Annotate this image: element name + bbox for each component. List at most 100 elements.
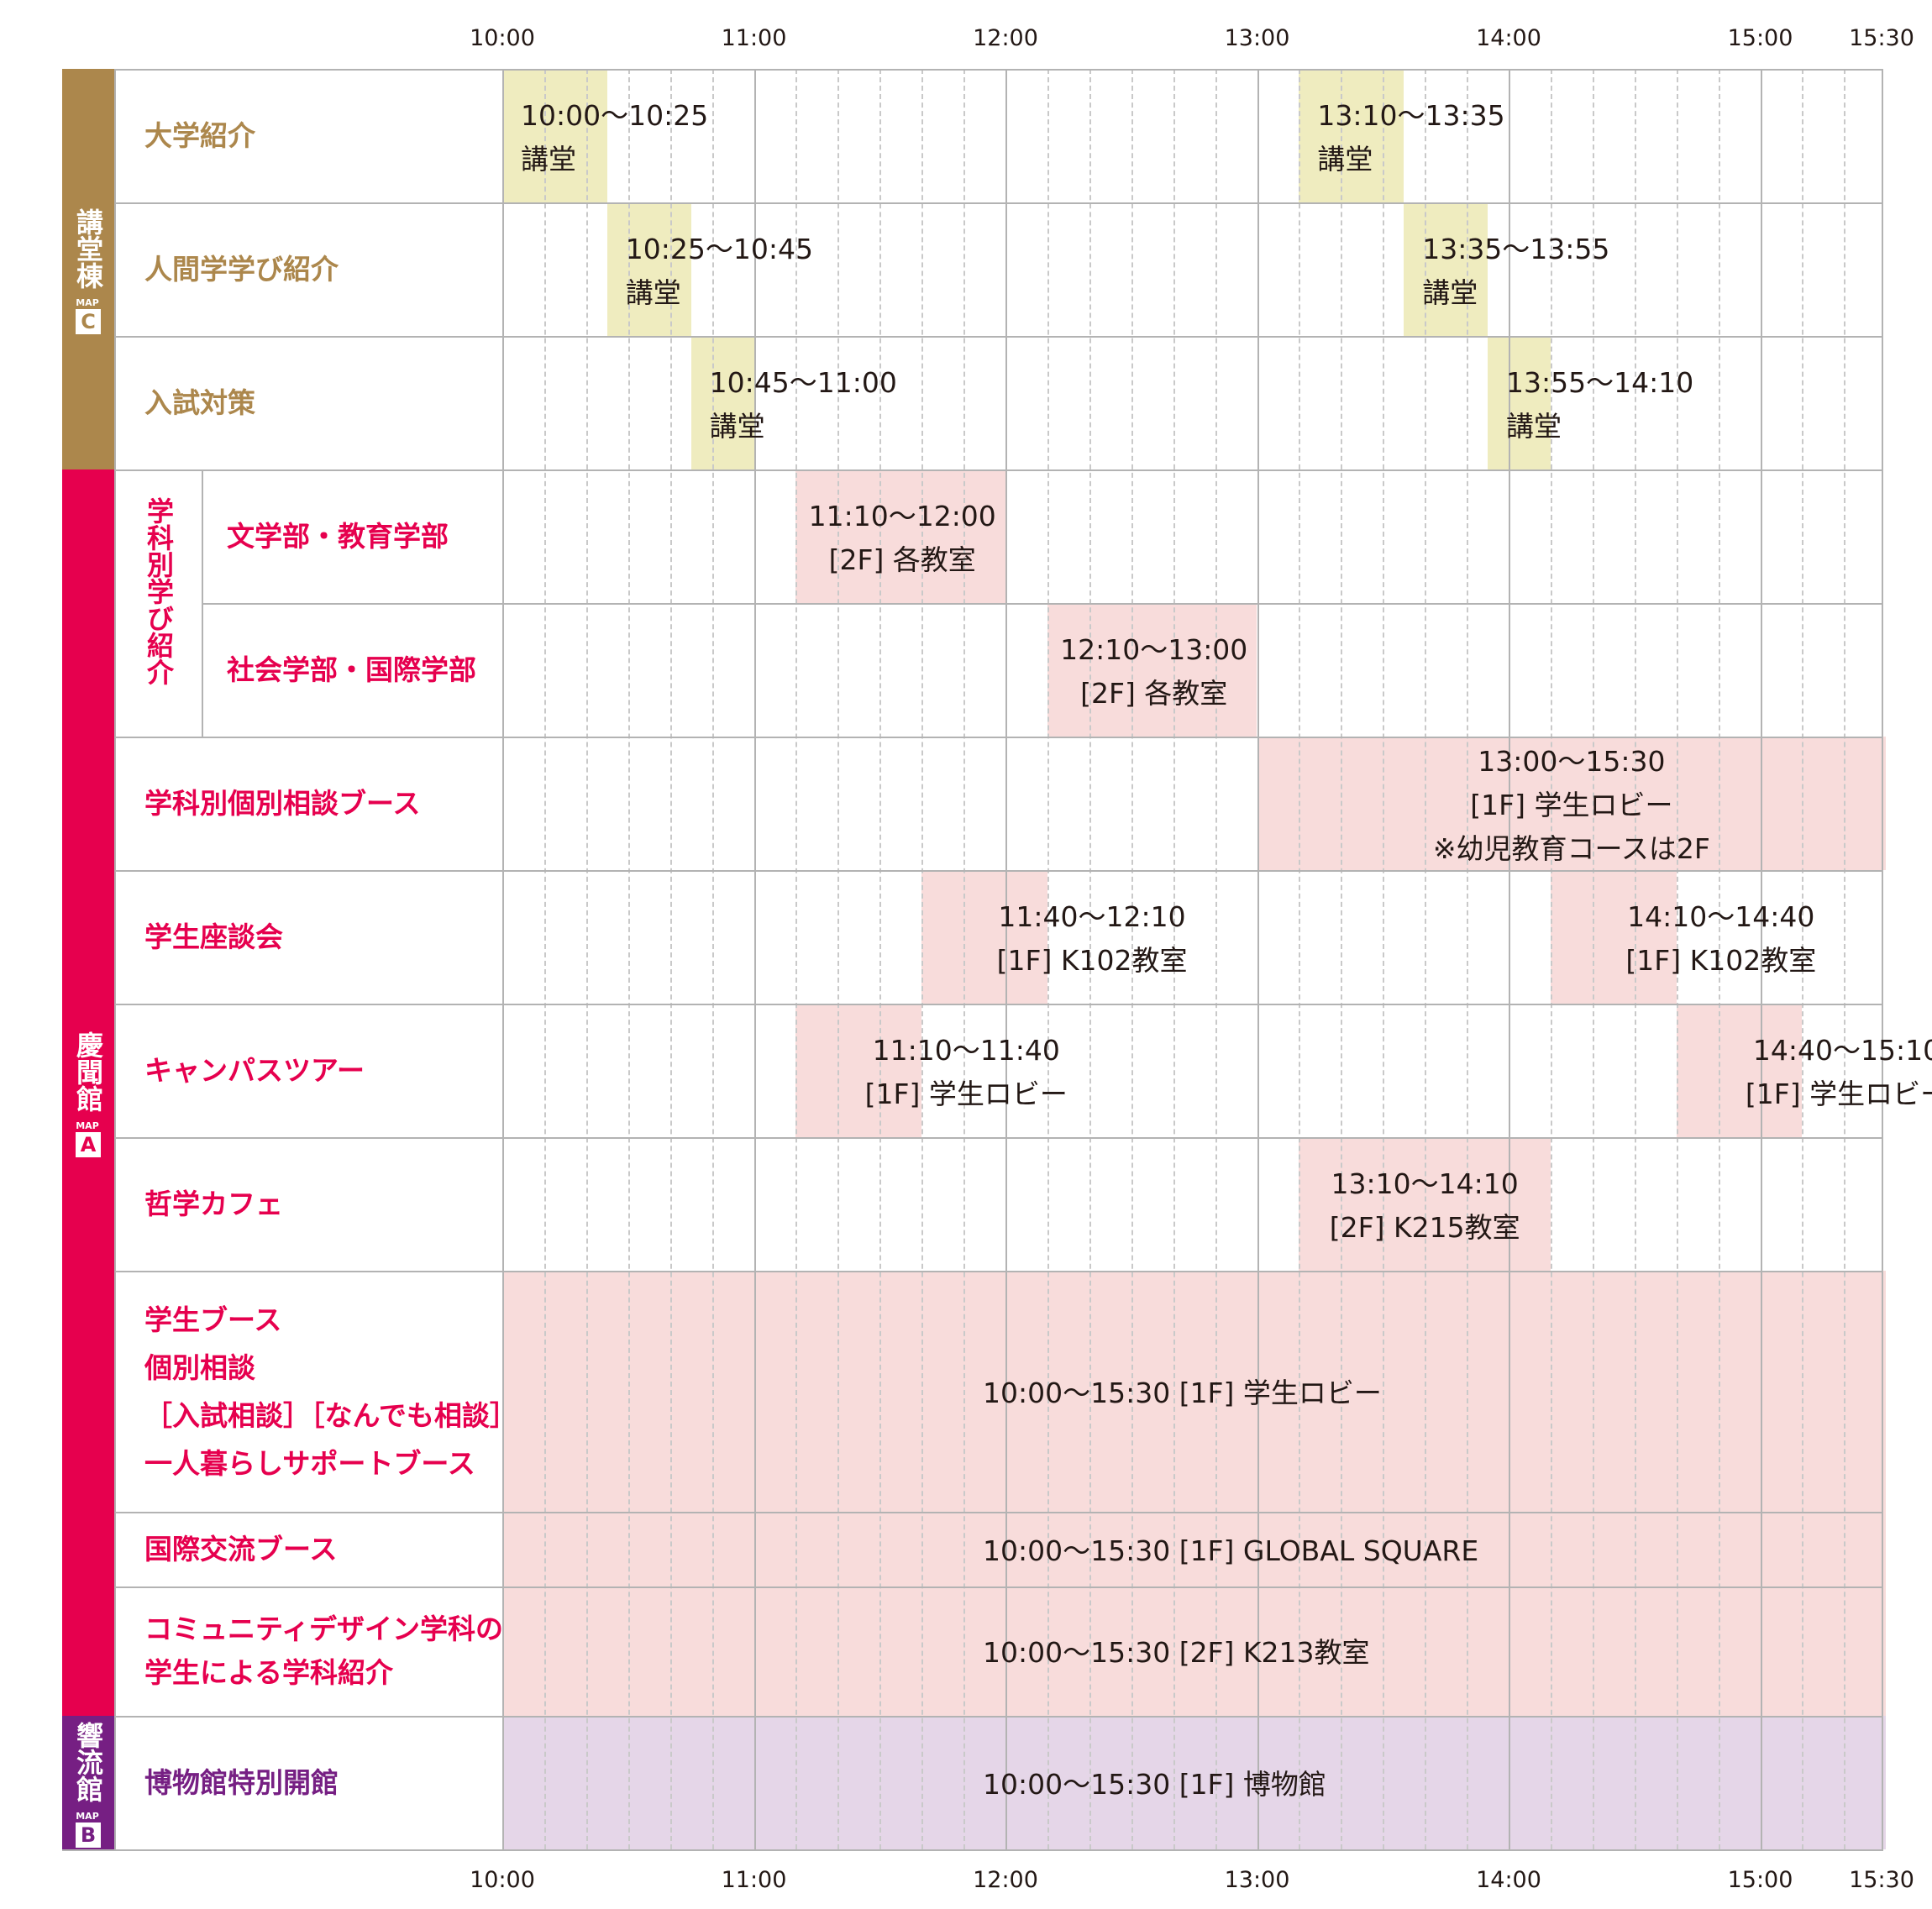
event-block[interactable] — [1550, 870, 1677, 1004]
event-text-line: 講堂 — [709, 409, 765, 443]
event-block[interactable] — [502, 1271, 1887, 1512]
event-text: 11:10〜11:40 [1F] 学生ロビー — [865, 1029, 1068, 1116]
event-text-line: 講堂 — [1317, 142, 1373, 176]
row-label: 社会学部・国際学部 — [227, 648, 476, 692]
row-label-line: 学生座談会 — [144, 920, 283, 953]
row-divider — [202, 603, 1883, 605]
row-divider — [62, 469, 1883, 471]
grid-line — [795, 69, 798, 1849]
event-block[interactable] — [606, 202, 691, 336]
event-text-line: 13:10〜13:35 — [1317, 98, 1505, 132]
row-label: 入試対策 — [144, 381, 255, 425]
event-text-line: [1F] 学生ロビー — [1745, 1077, 1932, 1110]
grid-line — [1383, 69, 1385, 1849]
row-label: 大学紹介 — [144, 114, 255, 158]
map-label: MAP — [76, 1810, 99, 1822]
event-block[interactable] — [1299, 69, 1404, 202]
grid-line — [879, 69, 882, 1849]
grid-line — [1592, 69, 1594, 1849]
event-text-line: 11:10〜11:40 — [872, 1033, 1060, 1067]
map-label: MAP — [76, 296, 99, 308]
building-bar: 響流館 MAP B — [62, 1716, 114, 1849]
row-label-line: 大学紹介 — [144, 118, 255, 152]
row-divider — [62, 202, 1883, 204]
row-label-line: 社会学部・国際学部 — [227, 653, 476, 686]
row-label-line: 国際交流ブース — [144, 1532, 338, 1565]
event-block[interactable] — [502, 1586, 1887, 1716]
row-label-line: コミュニティデザイン学科の — [144, 1613, 504, 1645]
event-block[interactable] — [690, 336, 754, 469]
building-bar: 慶聞館 MAP A — [62, 469, 114, 1716]
event-text-line: [2F] 各教室 — [1080, 676, 1228, 710]
event-block[interactable] — [1676, 1004, 1803, 1137]
event-text-line: 10:25〜10:45 — [625, 232, 813, 265]
row-divider — [62, 1271, 1883, 1272]
building-name: 講堂棟 — [72, 207, 104, 289]
time-tick-label: 15:00 — [1727, 1867, 1793, 1893]
grid-line — [1299, 69, 1301, 1849]
event-block[interactable] — [795, 469, 1005, 603]
row-divider — [62, 336, 1883, 338]
event-text: 10:25〜10:45 講堂 — [626, 228, 813, 315]
time-tick-label: 12:00 — [973, 1867, 1038, 1893]
map-letter[interactable]: C — [76, 308, 101, 334]
event-block[interactable] — [921, 870, 1047, 1004]
event-text-line: 13:55〜14:10 — [1506, 365, 1694, 399]
grid-line — [1173, 69, 1175, 1849]
event-text-line: 講堂 — [521, 142, 576, 176]
event-text-line: [1F] 学生ロビー — [864, 1077, 1068, 1110]
event-block[interactable] — [1257, 737, 1887, 870]
event-text-line: 14:40〜15:10 — [1752, 1033, 1932, 1067]
row-label-line: 学生ブース — [144, 1303, 282, 1336]
map-letter[interactable]: B — [76, 1822, 101, 1848]
event-block[interactable] — [502, 1716, 1887, 1849]
grid-line — [543, 69, 546, 1849]
event-text: 11:10〜12:00 [2F] 各教室 — [809, 495, 996, 582]
building-name: 響流館 — [72, 1721, 104, 1802]
event-block[interactable] — [1488, 336, 1551, 469]
row-divider — [62, 1716, 1883, 1718]
row-label: 学生座談会 — [144, 915, 283, 959]
grid-line — [1425, 69, 1427, 1849]
row-label: 哲学カフェ — [144, 1183, 283, 1226]
row-label: 学生ブース 個別相談 ［入試相談］［なんでも相談］ 一人暮らしサポートブース — [144, 1296, 517, 1487]
time-tick-label: 13:00 — [1224, 1867, 1290, 1893]
grid-line — [585, 69, 588, 1849]
row-divider — [62, 1849, 1883, 1851]
event-text-line: 講堂 — [1422, 275, 1478, 309]
event-text-line: 10:00〜15:30 [1F] GLOBAL SQUARE — [983, 1534, 1479, 1567]
event-block[interactable] — [1404, 202, 1488, 336]
event-text-line: 13:10〜14:10 — [1331, 1167, 1519, 1200]
grid-line — [1882, 69, 1883, 1849]
grid-line — [502, 69, 504, 1849]
grid-line — [921, 69, 924, 1849]
event-text-line: 10:00〜15:30 [1F] 博物館 — [983, 1767, 1326, 1801]
event-block[interactable] — [795, 1004, 922, 1137]
event-text: 13:55〜14:10 講堂 — [1506, 361, 1693, 448]
row-label-line: 入試対策 — [144, 385, 255, 419]
time-tick-label: 13:00 — [1224, 25, 1290, 51]
event-block[interactable] — [1047, 603, 1257, 737]
map-letter[interactable]: A — [76, 1132, 101, 1157]
event-block[interactable] — [502, 69, 607, 202]
row-divider — [62, 1004, 1883, 1005]
grid-line — [1047, 69, 1049, 1849]
row-divider — [62, 1137, 1883, 1139]
event-text: 14:10〜14:40 [1F] K102教室 — [1625, 895, 1816, 983]
grid-line — [1718, 69, 1720, 1849]
time-tick-label: 14:00 — [1476, 25, 1541, 51]
row-label-line: 博物館特別開館 — [144, 1765, 339, 1799]
row-label-line: 文学部・教育学部 — [227, 519, 449, 553]
grid-line — [1844, 69, 1846, 1849]
event-text: 10:00〜15:30 [1F] 学生ロビー — [983, 1371, 1382, 1415]
event-text-line: [1F] K102教室 — [996, 943, 1188, 977]
grid-line — [1634, 69, 1636, 1849]
grid-line — [627, 69, 630, 1849]
row-label: キャンパスツアー — [144, 1049, 365, 1093]
event-text: 10:00〜10:25 講堂 — [521, 94, 708, 181]
event-text: 13:10〜14:10 [2F] K215教室 — [1330, 1162, 1520, 1250]
event-block[interactable] — [502, 1512, 1887, 1586]
event-text-line: [1F] 学生ロビー — [1470, 788, 1673, 821]
row-label: 博物館特別開館 — [144, 1761, 339, 1805]
row-label-line: 人間学学び紹介 — [144, 252, 339, 286]
